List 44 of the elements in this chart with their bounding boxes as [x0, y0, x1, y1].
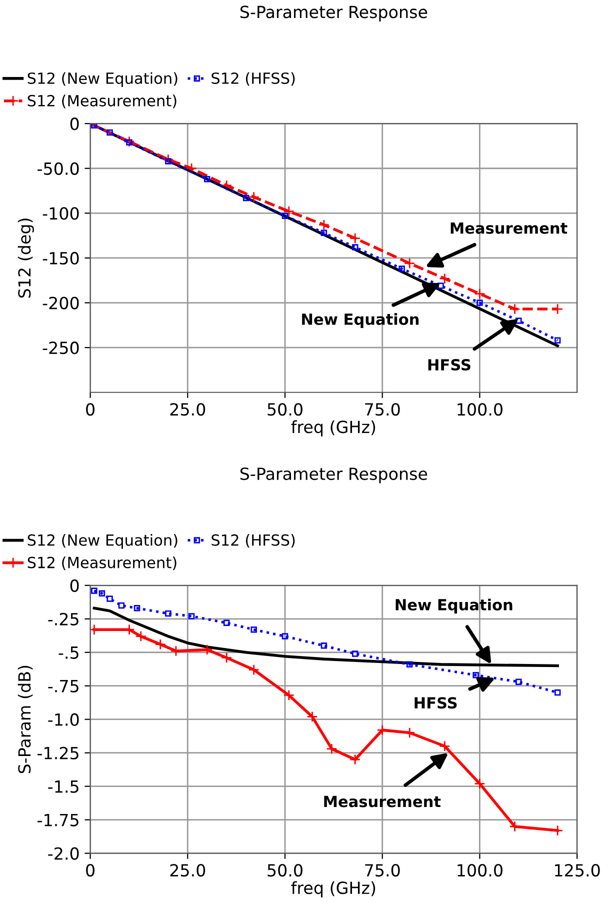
y-tick-label: -2.0	[48, 847, 79, 860]
y-tick-label: -200	[42, 296, 79, 310]
x-tick-label: 0	[86, 864, 94, 877]
y-tick-label: -100	[42, 207, 79, 220]
legend-label: S12 (Measurement)	[28, 94, 176, 108]
y-tick-label: -.25	[48, 612, 78, 626]
y-tick-label: -50.0	[38, 162, 79, 175]
x-tick-label: 25.0	[170, 403, 206, 416]
y-tick-label: -.75	[48, 680, 78, 692]
y-tick-label: -1.25	[38, 746, 78, 760]
annotation: HFSS	[414, 697, 457, 709]
y-axis-title: S-Param (dB)	[18, 666, 33, 774]
y-tick-label: -250	[42, 342, 79, 354]
annotation: HFSS	[428, 359, 470, 371]
x-axis-title: freq (GHz)	[291, 420, 376, 436]
y-tick-label: 0	[70, 579, 79, 592]
y-tick-label: -150	[42, 252, 79, 265]
legend-label: S12 (HFSS)	[212, 534, 295, 548]
legend-label: S12 (HFSS)	[212, 72, 295, 86]
x-tick-label: 50.0	[268, 403, 302, 416]
legend-label: S12 (New Equation)	[28, 534, 178, 549]
y-tick-label: -1.0	[48, 713, 79, 726]
x-axis-title: freq (GHz)	[291, 881, 376, 898]
annotation: New Equation	[396, 598, 512, 614]
y-axis-title: S12 (deg)	[18, 218, 34, 298]
y-tick-label: 0	[70, 118, 79, 130]
legend-label: S12 (New Equation)	[28, 72, 178, 87]
y-tick-label: -1.5	[48, 780, 78, 793]
legend-label: S12 (Measurement)	[28, 556, 176, 570]
annotation: Measurement	[450, 222, 568, 234]
x-tick-label: 75.0	[365, 403, 400, 416]
x-tick-label: 100.0	[458, 403, 502, 416]
x-tick-label: 125.0	[555, 864, 600, 877]
x-tick-label: 100.0	[458, 864, 502, 877]
x-tick-label: 0	[86, 403, 94, 416]
x-tick-label: 75.0	[365, 864, 400, 877]
chart-title: S-Parameter Response	[240, 6, 428, 22]
y-tick-label: -1.75	[38, 814, 78, 826]
y-tick-label: -.5	[58, 646, 78, 659]
chart-title: S-Parameter Response	[240, 467, 428, 484]
x-tick-label: 25.0	[170, 864, 206, 877]
annotation: Measurement	[324, 796, 441, 808]
x-tick-label: 50.0	[268, 864, 302, 877]
annotation: New Equation	[302, 313, 419, 328]
